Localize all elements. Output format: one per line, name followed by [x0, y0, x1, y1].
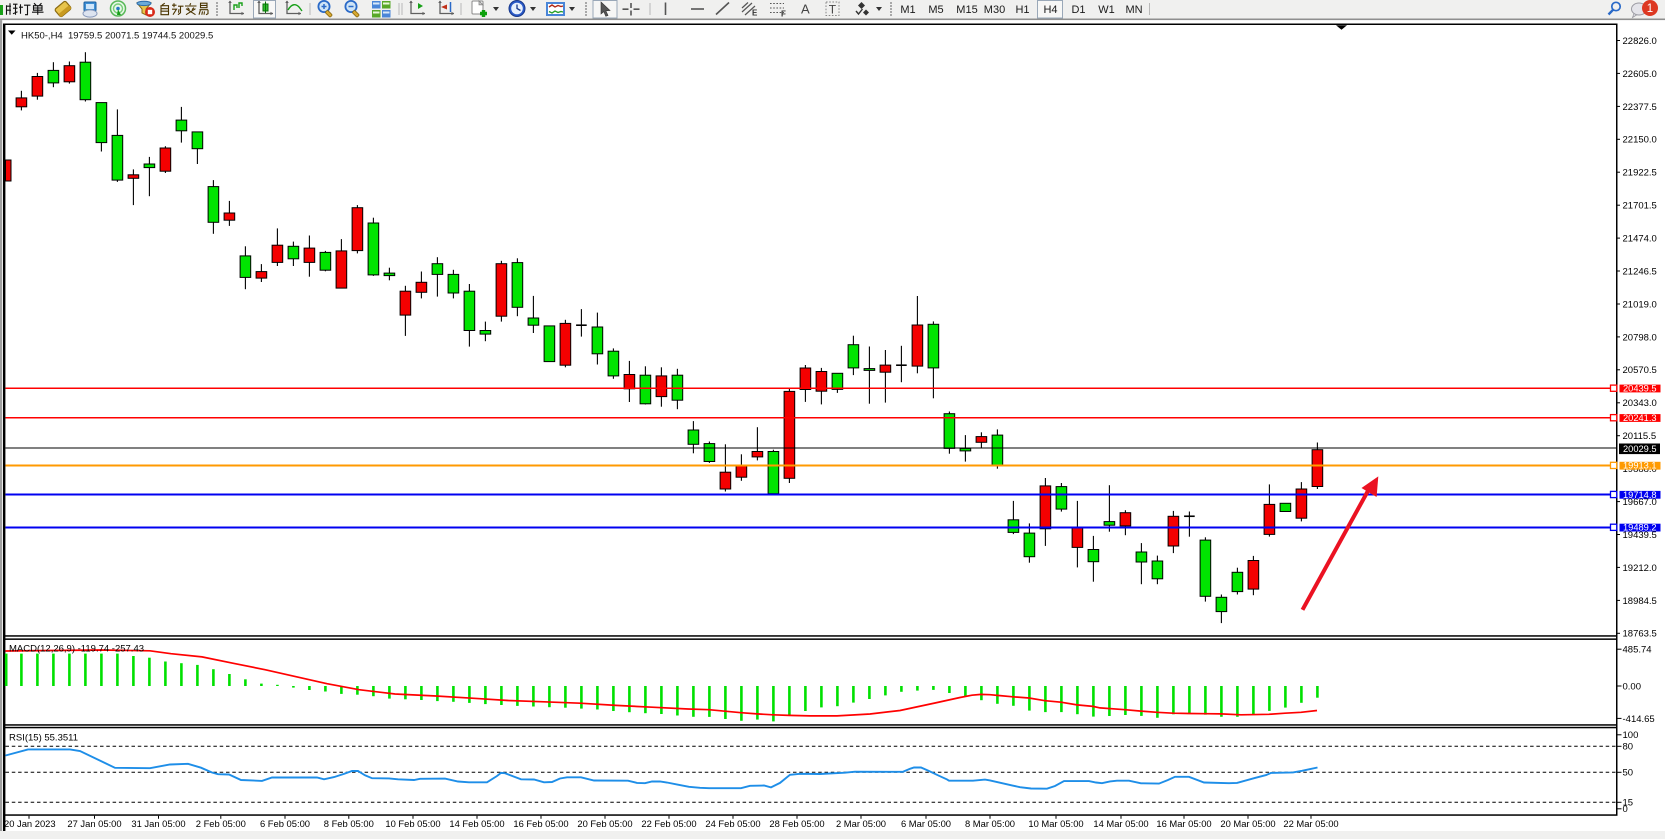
- svg-text:20439.5: 20439.5: [1623, 384, 1657, 394]
- svg-text:MACD(12,26,9) -119.74 -257.43: MACD(12,26,9) -119.74 -257.43: [9, 644, 144, 655]
- svg-text:W1: W1: [1098, 4, 1115, 16]
- svg-text:20798.0: 20798.0: [1623, 332, 1657, 343]
- svg-text:19913.1: 19913.1: [1623, 461, 1657, 471]
- svg-text:50: 50: [1623, 768, 1634, 779]
- svg-text:M5: M5: [928, 4, 943, 16]
- svg-text:27 Jan 05:00: 27 Jan 05:00: [67, 818, 121, 829]
- svg-text:80: 80: [1623, 742, 1634, 753]
- svg-text:18984.5: 18984.5: [1623, 596, 1657, 607]
- svg-text:19212.0: 19212.0: [1623, 563, 1657, 574]
- svg-text:H1: H1: [1015, 4, 1029, 16]
- svg-text:28 Feb 05:00: 28 Feb 05:00: [769, 818, 824, 829]
- svg-text:20 Jan 2023: 20 Jan 2023: [4, 818, 56, 829]
- svg-text:21474.0: 21474.0: [1623, 234, 1657, 245]
- svg-text:16 Feb 05:00: 16 Feb 05:00: [513, 818, 568, 829]
- svg-text:1: 1: [1647, 3, 1653, 15]
- svg-text:E: E: [752, 9, 758, 18]
- svg-text:20029.5: 20029.5: [1623, 444, 1657, 454]
- svg-text:D1: D1: [1071, 4, 1085, 16]
- svg-text:8 Mar 05:00: 8 Mar 05:00: [965, 818, 1015, 829]
- svg-text:22377.5: 22377.5: [1623, 102, 1657, 113]
- svg-text:20 Mar 05:00: 20 Mar 05:00: [1220, 818, 1275, 829]
- svg-text:6 Feb 05:00: 6 Feb 05:00: [260, 818, 310, 829]
- svg-text:HK50-,H4 19759.5 20071.5 1974: HK50-,H4 19759.5 20071.5 19744.5 20029.5: [21, 31, 213, 42]
- svg-text:22 Mar 05:00: 22 Mar 05:00: [1283, 818, 1338, 829]
- svg-text:F: F: [781, 10, 786, 19]
- svg-text:M15: M15: [956, 4, 977, 16]
- svg-text:21246.5: 21246.5: [1623, 266, 1657, 277]
- svg-text:19667.0: 19667.0: [1623, 497, 1657, 508]
- svg-text:19439.5: 19439.5: [1623, 530, 1657, 541]
- svg-text:M30: M30: [984, 4, 1005, 16]
- svg-text:31 Jan 05:00: 31 Jan 05:00: [131, 818, 185, 829]
- svg-text:20343.0: 20343.0: [1623, 398, 1657, 409]
- svg-text:20 Feb 05:00: 20 Feb 05:00: [577, 818, 632, 829]
- svg-text:24 Feb 05:00: 24 Feb 05:00: [705, 818, 760, 829]
- svg-text:100: 100: [1623, 730, 1639, 741]
- svg-text:15: 15: [1623, 798, 1634, 809]
- svg-text:6 Mar 05:00: 6 Mar 05:00: [901, 818, 951, 829]
- svg-text:10 Feb 05:00: 10 Feb 05:00: [385, 818, 440, 829]
- svg-text:RSI(15) 55.3511: RSI(15) 55.3511: [9, 733, 78, 744]
- svg-text:22605.0: 22605.0: [1623, 69, 1657, 80]
- svg-text:0: 0: [1623, 804, 1628, 815]
- svg-text:21019.0: 21019.0: [1623, 299, 1657, 310]
- svg-text:21922.5: 21922.5: [1623, 168, 1657, 179]
- svg-text:A: A: [801, 2, 810, 17]
- svg-text:0.00: 0.00: [1623, 681, 1642, 692]
- svg-text:20115.5: 20115.5: [1623, 431, 1657, 442]
- svg-text:MN: MN: [1125, 4, 1142, 16]
- svg-text:21701.5: 21701.5: [1623, 201, 1657, 212]
- svg-text:2 Feb 05:00: 2 Feb 05:00: [196, 818, 246, 829]
- svg-text:14 Feb 05:00: 14 Feb 05:00: [449, 818, 504, 829]
- svg-text:22826.0: 22826.0: [1623, 36, 1657, 47]
- svg-text:H4: H4: [1043, 4, 1057, 16]
- svg-text:8 Feb 05:00: 8 Feb 05:00: [324, 818, 374, 829]
- svg-text:14 Mar 05:00: 14 Mar 05:00: [1093, 818, 1148, 829]
- svg-text:22 Feb 05:00: 22 Feb 05:00: [641, 818, 696, 829]
- svg-text:M1: M1: [900, 4, 915, 16]
- svg-text:19489.2: 19489.2: [1623, 523, 1657, 533]
- svg-text:-414.65: -414.65: [1623, 714, 1655, 725]
- svg-text:20241.3: 20241.3: [1623, 413, 1657, 423]
- svg-text:T: T: [829, 3, 837, 17]
- svg-text:19714.8: 19714.8: [1623, 490, 1657, 500]
- svg-text:485.74: 485.74: [1623, 645, 1652, 656]
- svg-text:20570.5: 20570.5: [1623, 365, 1657, 376]
- svg-text:2 Mar 05:00: 2 Mar 05:00: [836, 818, 886, 829]
- svg-text:22150.0: 22150.0: [1623, 135, 1657, 146]
- svg-text:18763.5: 18763.5: [1623, 629, 1657, 640]
- svg-text:16 Mar 05:00: 16 Mar 05:00: [1156, 818, 1211, 829]
- svg-text:10 Mar 05:00: 10 Mar 05:00: [1028, 818, 1083, 829]
